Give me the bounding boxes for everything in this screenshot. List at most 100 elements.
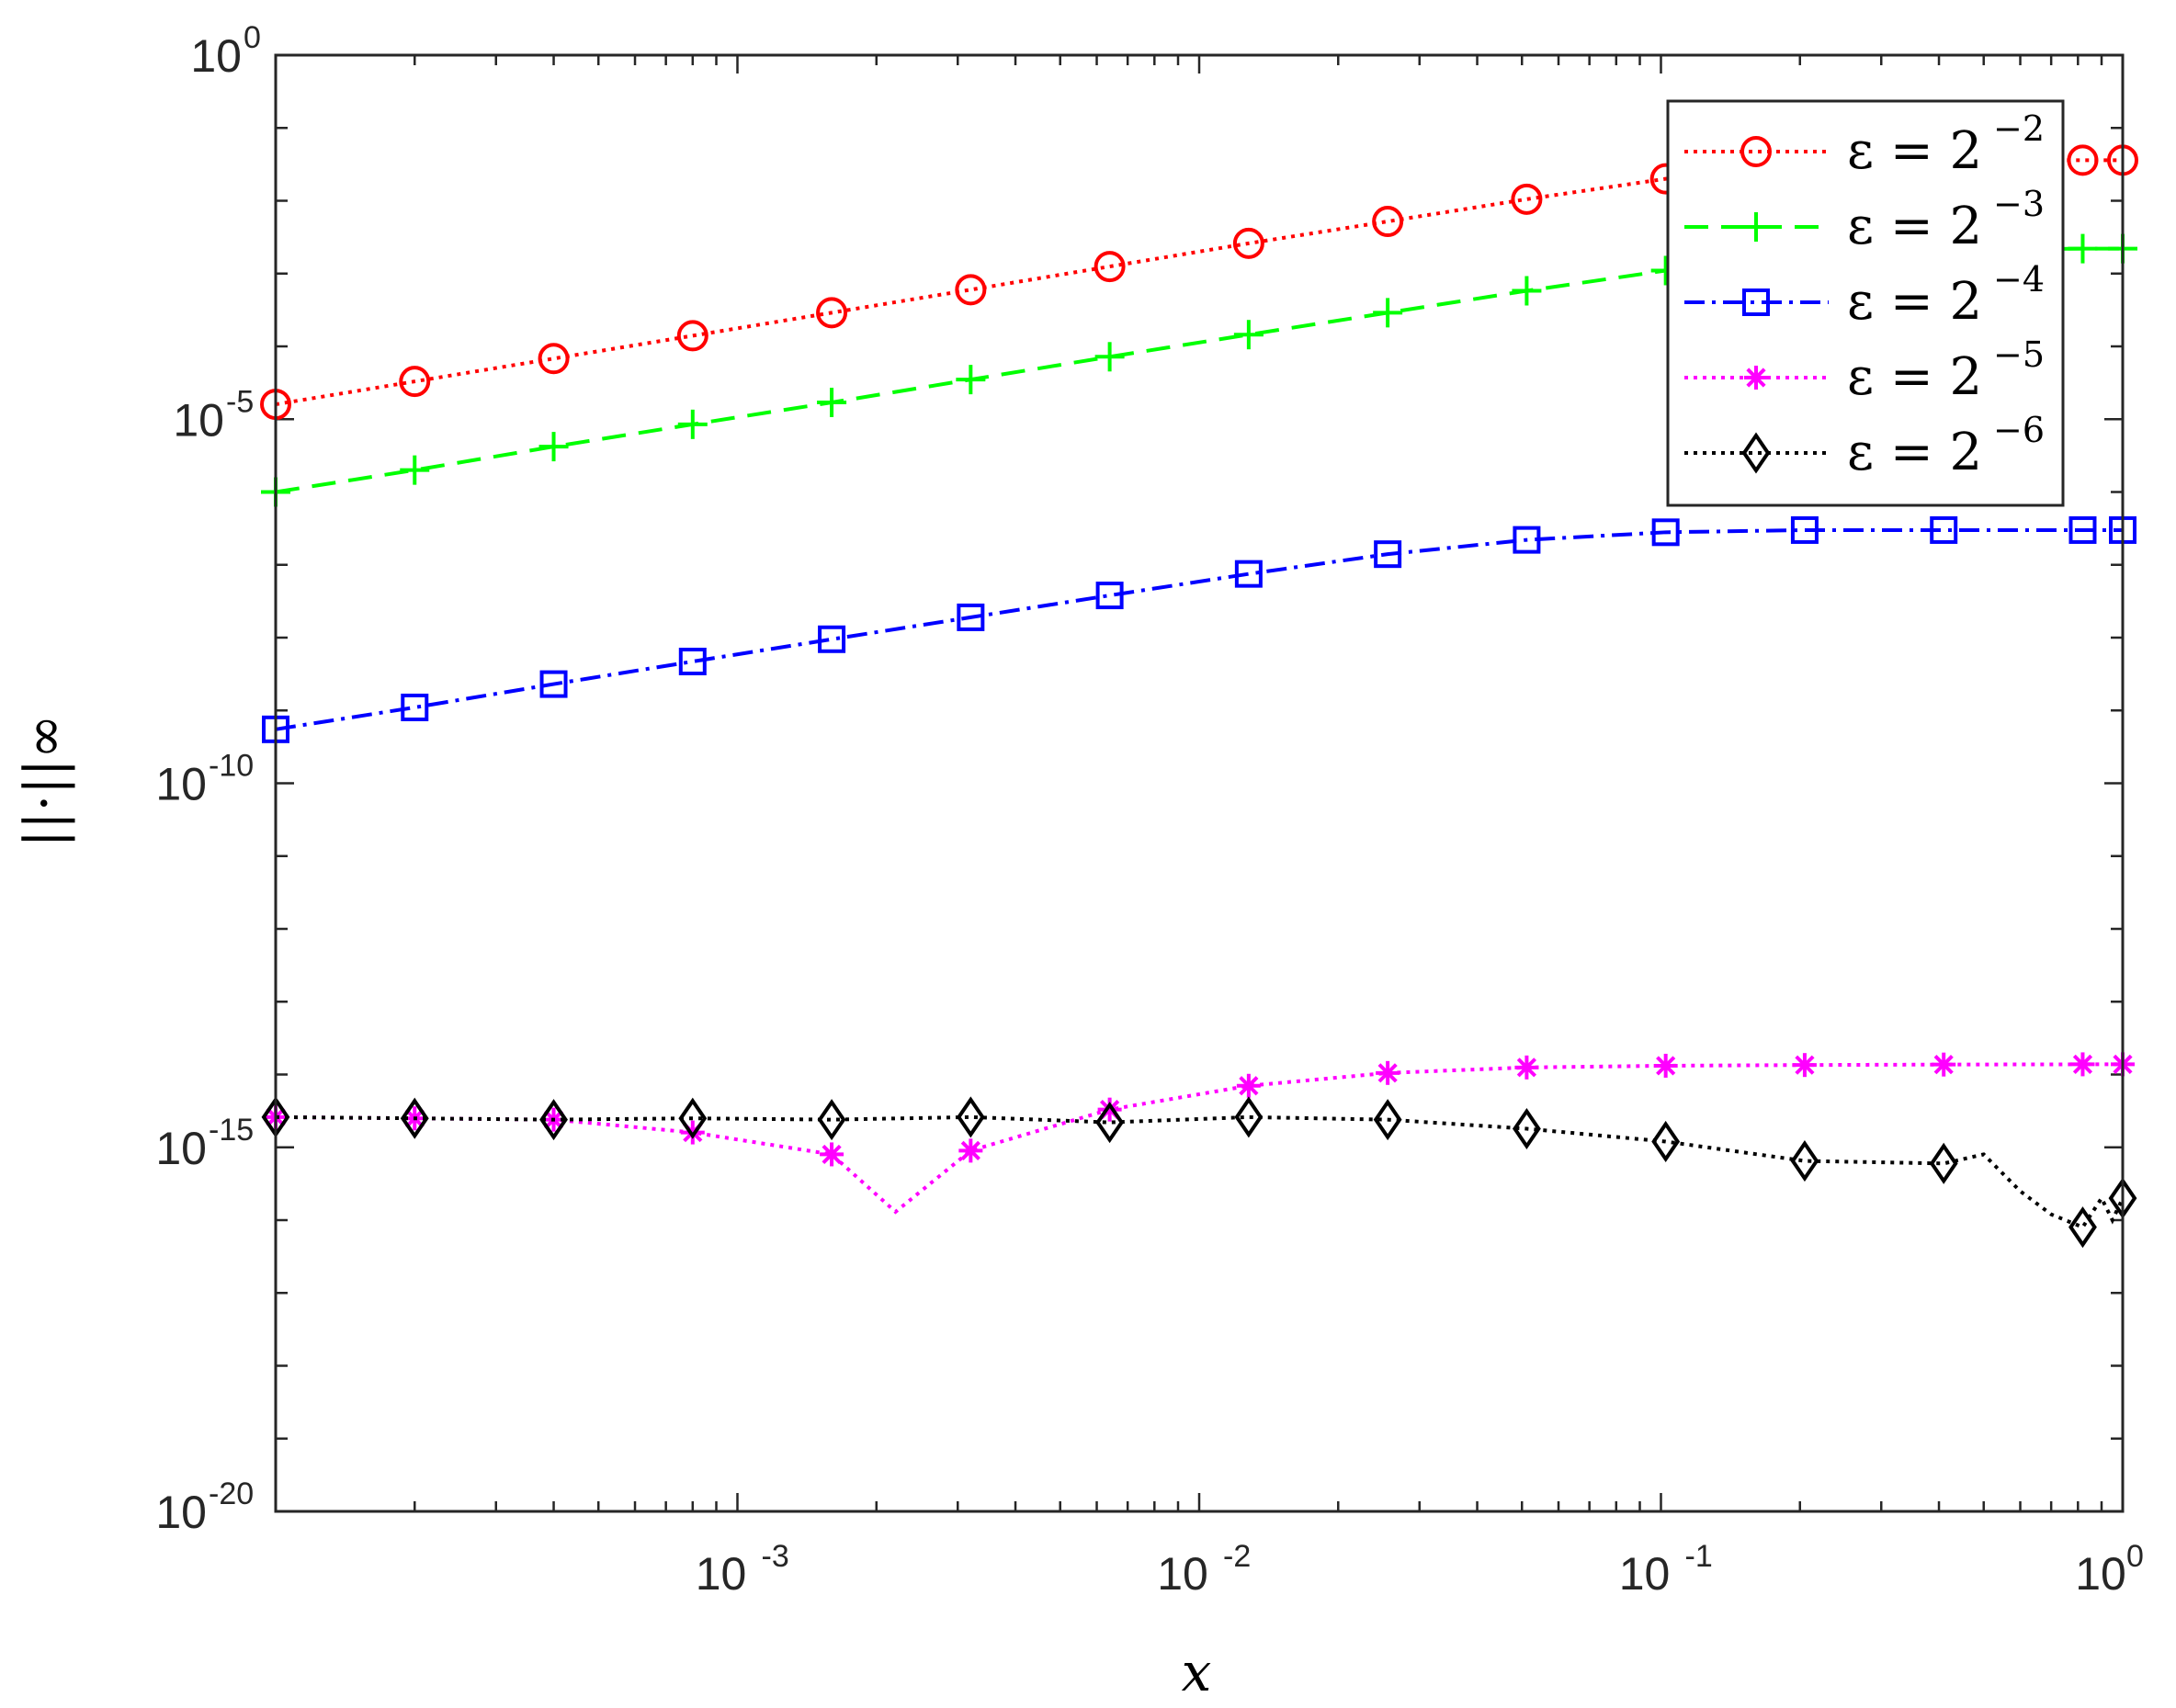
data-point-square [2068,515,2097,544]
x-tick-label: 10 [696,1548,747,1600]
data-point-circle [955,274,987,306]
y-tick-label-exponent: -5 [226,384,254,419]
series-line [275,1114,2125,1230]
data-point-plus [677,409,708,439]
data-point-plus [538,432,569,462]
data-point-diamond [400,1097,429,1139]
legend-item: ε = 2 −4 [1684,259,2045,332]
data-point-square [1095,582,1124,610]
plot-frame [274,53,2125,1513]
data-point-diamond [1095,1102,1125,1144]
data-point-diamond [1741,432,1771,474]
x-tick-label: 10 [1157,1548,1208,1600]
data-point-circle [538,343,570,375]
series-line [275,1062,2123,1215]
data-point-square [1513,526,1541,554]
data-point-plus [1512,276,1542,306]
y-tick-label: 10 [155,1123,207,1174]
data-point-square [401,693,429,721]
data-point-circle [1740,136,1772,167]
data-point-asterisk [1653,1053,1678,1078]
legend-label-exponent: −6 [1993,410,2045,450]
y-tick-label: 10 [155,1487,207,1538]
data-point-diamond [1790,1140,1819,1182]
y-axis-title: ||·||∞ [13,715,75,848]
data-point-plus [1233,320,1264,350]
data-point-plus [1741,212,1771,242]
x-tick-label: 10 [1619,1548,1671,1600]
data-point-asterisk [1932,1052,1956,1077]
data-point-diamond [817,1099,846,1141]
data-point-plus [817,387,847,417]
legend-label: ε = 2 [1847,121,1982,181]
y-tick-label: 10 [190,30,242,82]
data-point-asterisk [1514,1055,1539,1080]
data-point-plus [2068,233,2098,264]
legend-item: ε = 2 −6 [1684,410,2045,482]
legend-item: ε = 2 −5 [1684,334,2045,407]
data-point-diamond [2068,1206,2097,1249]
data-point-diamond [1373,1099,1402,1141]
data-point-square [1742,288,1770,316]
data-point-plus [956,365,986,395]
y-tick-label-exponent: -20 [209,1476,254,1511]
data-point-asterisk [1792,1053,1817,1078]
data-point-asterisk [2070,1052,2095,1077]
data-point-asterisk [1744,366,1768,390]
data-point-diamond [1512,1107,1541,1150]
legend-label: ε = 2 [1847,423,1982,482]
data-point-square [678,647,707,675]
data-point-circle [1094,251,1126,283]
data-point-square [957,603,985,631]
y-tick-label-exponent: -15 [209,1113,254,1148]
data-point-diamond [1929,1142,1958,1184]
data-point-asterisk [1236,1073,1261,1098]
data-point-square [818,625,846,653]
series-5 [261,1096,2137,1249]
data-point-plus [1373,298,1403,328]
legend-label: ε = 2 [1847,197,1982,256]
y-tick-label-exponent: 0 [244,20,261,55]
x-tick-label: 10 [2075,1548,2126,1600]
data-point-circle [1372,206,1404,238]
data-point-circle [2067,144,2099,176]
legend-label-exponent: −3 [1993,184,2045,224]
series-line [275,527,2123,731]
data-point-diamond [956,1096,985,1138]
data-point-plus [400,455,430,485]
data-point-square [1234,560,1263,588]
data-point-asterisk [958,1138,983,1163]
x-tick-label-exponent: -2 [1223,1539,1251,1574]
legend-label: ε = 2 [1847,272,1982,332]
y-tick-label-exponent: -10 [209,749,254,784]
x-tick-label-exponent: -3 [762,1539,789,1574]
data-point-square [1930,515,1958,544]
legend-label-exponent: −2 [1993,108,2045,149]
x-tick-label-exponent: -1 [1685,1539,1713,1574]
data-point-circle [1511,183,1543,215]
x-axis-title: x [1182,1641,1212,1703]
data-point-plus [1094,342,1125,372]
legend-label: ε = 2 [1847,347,1982,407]
data-point-diamond [1651,1120,1681,1163]
data-point-asterisk [1376,1060,1400,1085]
data-point-circle [816,297,848,329]
series-line [275,158,2123,407]
legend-item: ε = 2 −3 [1684,184,2045,256]
x-tick-label-exponent: 0 [2126,1539,2144,1574]
data-point-asterisk [820,1142,844,1167]
legend-label-exponent: −4 [1993,259,2045,300]
data-point-circle [1232,227,1264,259]
data-point-diamond [678,1097,708,1139]
y-tick-label: 10 [155,759,207,810]
data-point-circle [676,320,708,352]
data-point-circle [399,366,431,398]
data-point-square [1790,515,1819,544]
legend-label-exponent: −5 [1993,334,2045,375]
data-point-square [539,670,568,698]
data-point-diamond [539,1099,568,1141]
data-point-diamond [1234,1096,1264,1138]
data-point-square [1651,518,1680,547]
y-tick-label: 10 [173,394,224,446]
